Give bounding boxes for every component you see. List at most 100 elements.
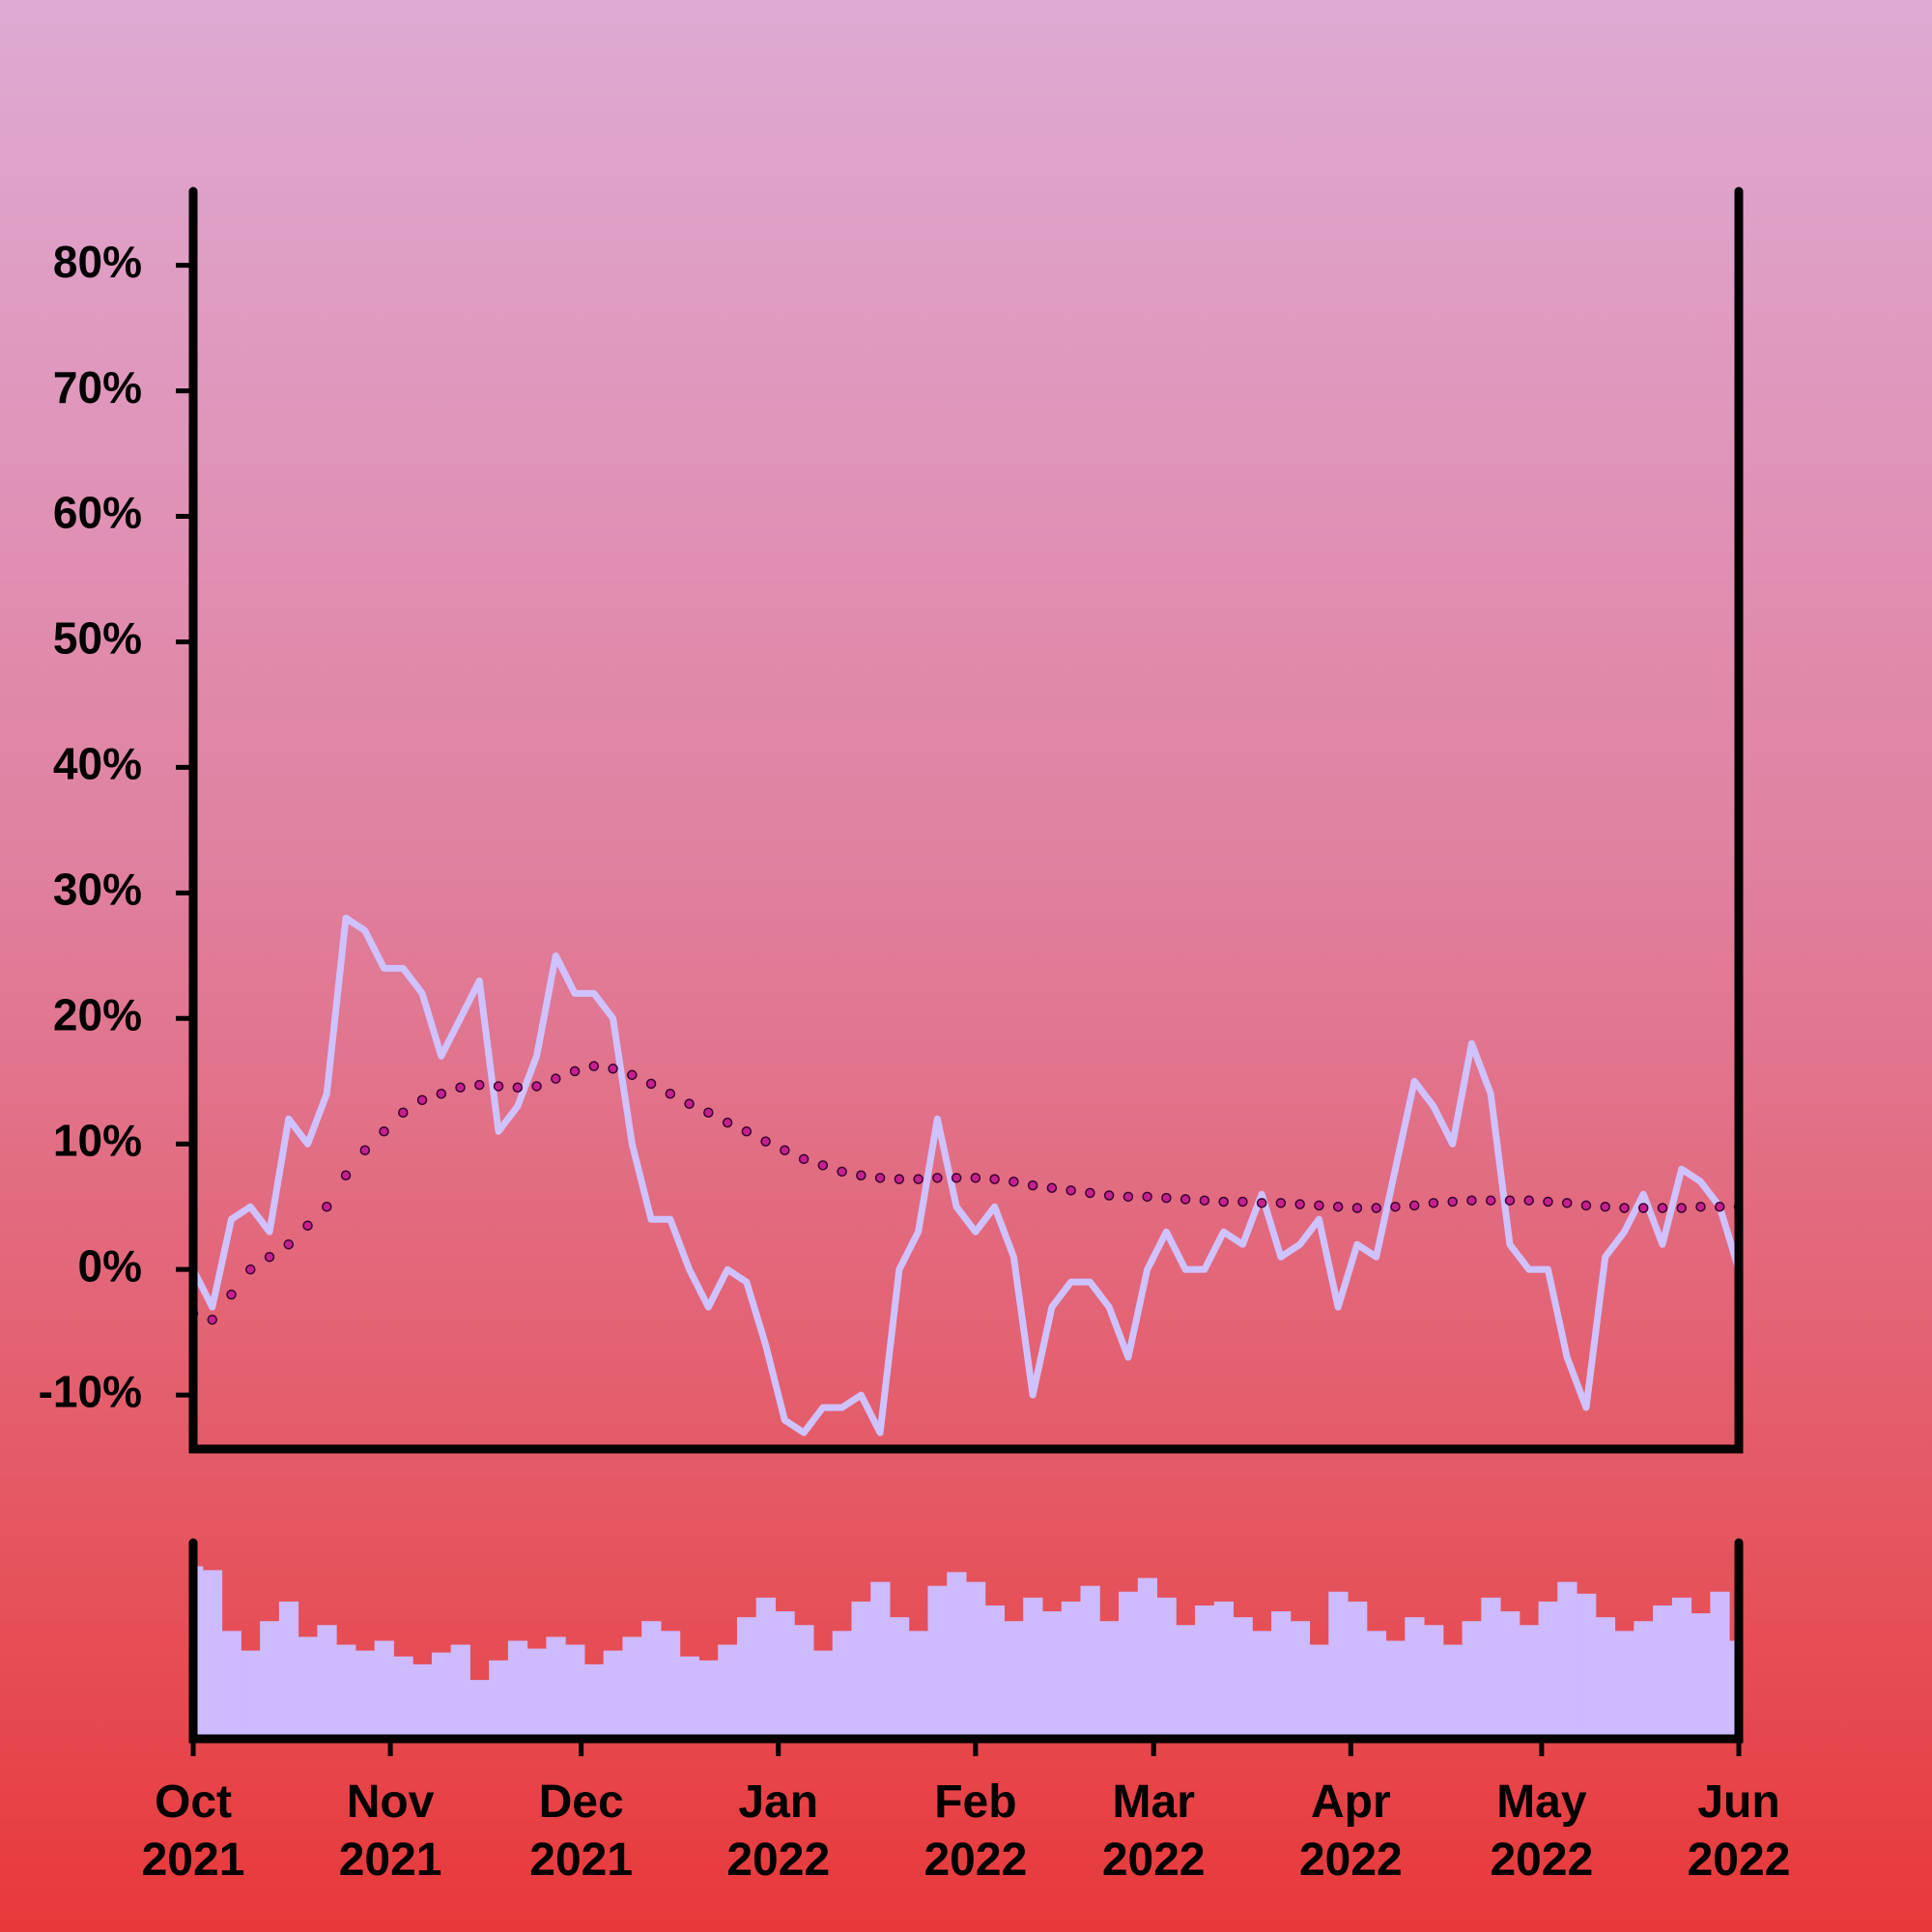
volume-bar [355,1650,376,1737]
volume-bar [984,1605,1006,1737]
volume-bar [1614,1631,1634,1737]
average-dot [1065,1185,1076,1196]
average-dot [1314,1200,1324,1211]
average-dot [493,1081,504,1092]
y-tick-label: 70% [53,362,142,412]
volume-bar [583,1663,605,1737]
volume-bar [1233,1617,1253,1737]
volume-bar [603,1650,623,1737]
volume-bar [1462,1621,1482,1737]
average-dot [1256,1198,1267,1208]
average-dot [1600,1201,1610,1212]
volume-bar [298,1636,318,1737]
average-dot [322,1201,332,1212]
average-dot [608,1064,618,1074]
average-dot [741,1126,753,1137]
average-dot [645,1078,657,1090]
volume-bar [927,1585,948,1737]
x-tick-label: Nov 2021 [338,1776,442,1886]
average-dot [1142,1191,1152,1203]
volume-bar [221,1631,242,1737]
volume-bar [1061,1601,1082,1737]
volume-bar [1710,1591,1730,1737]
average-dot [398,1107,409,1119]
average-dot [512,1082,524,1094]
x-tick-label: Mar 2022 [1101,1776,1206,1886]
volume-bar [526,1648,547,1737]
volume-bar [1671,1597,1692,1737]
average-dot [1485,1195,1496,1206]
volume-bar [1348,1601,1368,1737]
average-dot [951,1173,962,1183]
volume-bar [1099,1621,1120,1737]
average-dot [1637,1203,1649,1213]
volume-bar [1634,1621,1654,1737]
average-dot [1371,1203,1381,1213]
x-tick-label: Dec 2021 [529,1776,634,1886]
average-dot [569,1065,581,1077]
average-dot [1390,1201,1401,1212]
volume-bar [1004,1621,1024,1737]
average-dot [722,1117,733,1128]
volume-bar [660,1631,681,1737]
volume-frame [188,1538,1744,1744]
average-dot [245,1264,256,1275]
volume-bar [374,1640,394,1737]
axes: -10% 0% 10% 20% 30% 40% 50% 60% 70% 80% [39,186,1744,1756]
average-dot [780,1145,790,1155]
average-dot [874,1173,886,1183]
average-dot [359,1145,371,1155]
volume-bar [908,1631,928,1737]
average-dot [1561,1198,1573,1208]
average-dot [340,1170,352,1180]
volume-bar [1023,1597,1043,1737]
average-dot [627,1069,638,1081]
volume-bar [450,1644,470,1737]
volume-bar [1176,1625,1196,1737]
average-dot [1466,1195,1477,1206]
x-tick-label: Apr 2022 [1298,1776,1403,1886]
volume-bar [1519,1625,1540,1737]
volume-bar [1595,1617,1616,1737]
average-dot [455,1082,466,1094]
volume-bar [1213,1601,1235,1737]
average-dot [798,1153,810,1165]
average-dot [932,1173,943,1183]
x-tick-label: Feb 2022 [923,1776,1028,1886]
average-dot [1447,1196,1458,1208]
average-dot [1294,1199,1305,1209]
volume-bar [317,1625,337,1737]
volume-bar [1557,1581,1577,1737]
volume-bar [1538,1601,1558,1737]
volume-area [193,1566,1739,1737]
average-dot [1619,1203,1630,1213]
volume-bar [1729,1640,1739,1737]
average-dot [1504,1195,1516,1206]
y-tick-label: 80% [53,237,142,287]
average-dot [1657,1203,1668,1213]
volume-bar [1424,1625,1444,1737]
average-dot [817,1160,829,1171]
y-tick-label: 10% [53,1115,142,1165]
average-dot [970,1173,981,1183]
volume-bar [431,1652,452,1737]
volume-bar [870,1581,891,1737]
volume-bar [336,1644,356,1737]
average-dot [1428,1198,1439,1208]
volume-bar [1481,1597,1501,1737]
average-dot [302,1220,313,1231]
average-dot [1351,1203,1363,1213]
average-dot [1218,1196,1229,1208]
average-dot [760,1136,771,1147]
volume-bar [393,1656,413,1737]
volume-bar [641,1621,662,1737]
average-dot [264,1251,275,1263]
average-dot [1237,1196,1248,1208]
y-tick-label: 20% [53,989,142,1039]
x-tick-label: Jan 2022 [726,1776,831,1886]
y-tick-label: 0% [78,1240,142,1291]
average-dot [1580,1200,1592,1211]
volume-bar [469,1680,490,1737]
average-dot [226,1289,237,1300]
